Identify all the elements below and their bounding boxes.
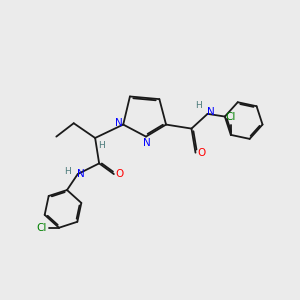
Text: Cl: Cl [226,112,236,122]
Text: N: N [77,169,85,179]
Text: H: H [64,167,71,176]
Text: O: O [116,169,124,179]
Text: N: N [207,107,214,117]
Text: H: H [195,101,202,110]
Text: O: O [197,148,206,158]
Text: Cl: Cl [36,223,46,233]
Text: H: H [98,142,104,151]
Text: N: N [115,118,122,128]
Text: N: N [143,137,151,148]
